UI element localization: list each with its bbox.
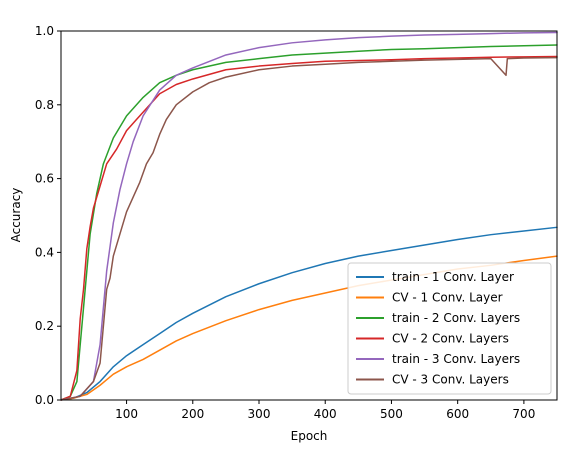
legend-label: CV - 3 Conv. Layers <box>392 373 509 387</box>
y-tick-label: 0.2 <box>35 319 54 333</box>
x-tick-label: 200 <box>181 407 204 421</box>
legend: train - 1 Conv. Layer CV - 1 Conv. Layer t… <box>347 262 552 395</box>
y-tick-label: 0.6 <box>35 172 54 186</box>
x-tick-label: 500 <box>380 407 403 421</box>
legend-label: CV - 1 Conv. Layer <box>392 291 503 305</box>
plot-frame <box>60 30 558 401</box>
y-axis: 0.0 0.2 0.4 0.6 0.8 1.0 <box>35 24 61 407</box>
series-line-1 <box>60 226 558 401</box>
series-layer <box>60 31 558 401</box>
series-line-5 <box>60 31 558 401</box>
legend-label: CV - 2 Conv. Layers <box>392 332 509 346</box>
series-line-6 <box>60 56 558 401</box>
legend-label: train - 1 Conv. Layer <box>392 270 514 284</box>
x-axis: 100 200 300 400 500 600 700 <box>115 400 535 421</box>
x-tick-label: 600 <box>446 407 469 421</box>
x-axis-label: Epoch <box>291 429 328 443</box>
x-tick-label: 300 <box>248 407 271 421</box>
legend-label: train - 3 Conv. Layers <box>392 352 520 366</box>
y-axis-label: Accuracy <box>9 188 23 243</box>
y-tick-label: 0.4 <box>35 245 54 259</box>
x-tick-label: 100 <box>115 407 138 421</box>
x-tick-label: 400 <box>314 407 337 421</box>
y-tick-label: 1.0 <box>35 24 54 38</box>
y-tick-label: 0.0 <box>35 393 54 407</box>
legend-label: train - 2 Conv. Layers <box>392 311 520 325</box>
series-line-3 <box>60 44 558 401</box>
legend-box <box>347 262 552 395</box>
x-tick-label: 700 <box>512 407 535 421</box>
y-tick-label: 0.8 <box>35 98 54 112</box>
